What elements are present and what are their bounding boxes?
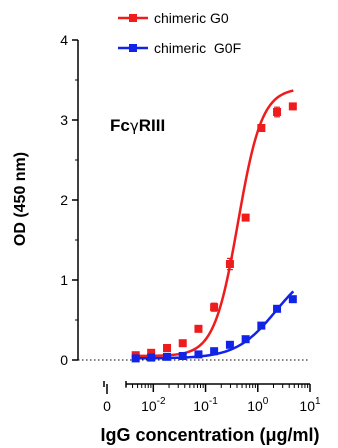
legend-marker [129,44,137,52]
x-tick-base: 10 [193,398,209,414]
annotation-greek: γ [130,117,139,135]
x-tick-exponent: -1 [209,396,218,407]
data-point [178,352,187,360]
data-point [257,321,266,330]
data-point [225,340,234,349]
x-tick-base: 10 [141,398,157,414]
x-tick-label: 10-2 [141,396,166,414]
data-point [225,260,234,268]
x-tick-exponent: 1 [315,396,321,407]
data-point [273,304,282,313]
data-point [131,354,140,363]
legend-label: chimeric G0 [154,10,229,26]
x-axis: 0 10-2 10-1 100 101 [103,381,321,414]
data-point [147,353,156,362]
legend: chimeric G0 chimeric G0F [118,10,241,56]
data-point [210,347,219,356]
data-point [194,324,203,333]
data-point [241,335,250,344]
x-tick-exponent: -2 [157,396,166,407]
y-tick-label: 2 [60,192,68,208]
data-point [210,303,219,312]
data-point [147,348,156,357]
data-point [241,213,250,222]
legend-label: chimeric G0F [154,40,241,56]
y-axis: 0 1 2 3 4 [60,32,79,368]
annotation-prefix: Fc [110,116,130,135]
data-point [288,295,297,304]
series-2 [131,290,297,363]
y-tick-label: 0 [60,352,68,368]
x-tick-base: 10 [299,398,315,414]
x-tick-exponent: 0 [263,396,269,407]
data-point [163,344,172,352]
series-1 [131,89,297,360]
x-tick-label: 100 [247,396,269,414]
annotation-suffix: RIII [139,116,165,135]
y-tick-label: 4 [60,32,68,48]
x-tick-label: 101 [299,396,321,414]
x-axis-title: IgG concentration (μg/ml) [100,425,319,445]
series-group [131,89,297,363]
data-point [288,102,297,111]
data-point [273,108,282,116]
data-point [178,339,187,348]
y-axis-title: OD (450 nm) [12,152,29,246]
y-tick-label: 1 [60,272,68,288]
receptor-annotation: FcγRIII [110,116,165,135]
y-tick-label: 3 [60,112,68,128]
x-tick-label: 10-1 [193,396,218,414]
data-point [257,124,266,132]
data-point [163,352,172,361]
x-tick-label: 0 [103,398,111,414]
fit-curve [134,89,294,358]
x-tick-base: 10 [247,398,263,414]
legend-marker [129,14,137,22]
data-point [194,350,203,359]
